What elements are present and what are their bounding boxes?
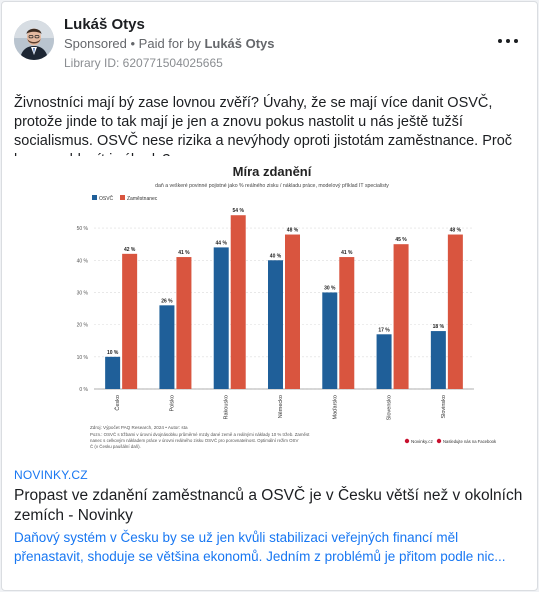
x-tick-label: Rakousko xyxy=(224,395,230,419)
legend-swatch-employee xyxy=(120,195,125,200)
link-description-line-1: Daňový systém v Česku by se už jen kvůli… xyxy=(14,530,459,545)
x-tick-label: Polsko xyxy=(169,395,175,412)
paid-for-prefix: Paid for by xyxy=(138,36,205,51)
chart-title: Míra zdanění xyxy=(233,164,312,179)
bar-value-label: 30 % xyxy=(324,285,336,291)
y-tick-label: 30 % xyxy=(77,290,89,296)
x-tick-label: Maďarsko xyxy=(332,395,338,419)
legend-label-employee: Zaměstnanec xyxy=(127,196,158,202)
chart-source: Zdroj: Výpočet PAQ Research, 2024 • Auto… xyxy=(90,425,188,430)
bar-value-label: 44 % xyxy=(216,240,228,246)
bar-value-label: 18 % xyxy=(433,324,445,330)
paid-for-name[interactable]: Lukáš Otys xyxy=(204,36,275,51)
bar-value-label: 17 % xyxy=(378,327,390,333)
bar-value-label: 41 % xyxy=(178,250,190,256)
bar-value-label: 48 % xyxy=(450,228,462,234)
post-image[interactable]: Míra zdanění daň a veškeré povinné pojist… xyxy=(14,156,528,463)
bar-employee xyxy=(285,234,300,389)
x-tick-label: Česko xyxy=(114,395,121,411)
bar-osvc xyxy=(213,247,229,389)
y-tick-label: 40 % xyxy=(77,258,89,264)
bar-value-label: 42 % xyxy=(124,247,136,253)
bar-value-label: 10 % xyxy=(107,350,119,356)
more-dot xyxy=(506,39,510,43)
link-preview[interactable]: NOVINKY.CZ Propast ve zdanění zaměstnanc… xyxy=(14,468,528,566)
bar-osvc xyxy=(268,260,283,389)
bar-employee xyxy=(230,215,246,389)
y-tick-label: 20 % xyxy=(77,323,89,329)
bar-value-label: 41 % xyxy=(341,250,353,256)
bar-employee xyxy=(339,257,355,389)
bar-osvc xyxy=(322,292,338,389)
legend-label-osvc: OSVČ xyxy=(99,195,114,202)
bar-employee xyxy=(447,234,463,389)
chart-footer-brand: Novinky.cz xyxy=(411,439,434,444)
author-name[interactable]: Lukáš Otys xyxy=(64,16,145,33)
chart-note-line: Pozn.: OSVČ s tržbami v úrovni dvojnásob… xyxy=(90,432,310,437)
chart-footer-extra: Nasledujte nás na Facebook xyxy=(443,439,497,444)
bar-employee xyxy=(393,244,409,389)
y-tick-label: 0 % xyxy=(79,387,88,393)
library-id: Library ID: 620771504025665 xyxy=(64,56,223,70)
link-description: Daňový systém v Česku by se už jen kvůli… xyxy=(14,528,528,566)
separator-dot: • xyxy=(126,36,139,51)
link-domain: NOVINKY.CZ xyxy=(14,468,88,482)
more-options-button[interactable] xyxy=(494,30,522,50)
chart-note-line: nanec s celkovým nákladem práce v úrovni… xyxy=(90,438,298,443)
chart-subtitle: daň a veškeré povinné pojistné jako % re… xyxy=(155,183,389,189)
avatar[interactable] xyxy=(14,20,54,60)
avatar-photo xyxy=(14,20,54,60)
bar-employee xyxy=(176,257,192,389)
link-description-line-2: přenastavit, shoduje se většina ekonomů.… xyxy=(14,549,506,564)
more-dot xyxy=(514,39,518,43)
bar-value-label: 48 % xyxy=(287,228,299,234)
bar-osvc xyxy=(159,305,175,389)
tax-rate-chart: Míra zdanění daň a veškeré povinné pojist… xyxy=(14,156,528,463)
bar-employee xyxy=(122,253,138,389)
bar-osvc xyxy=(430,331,446,389)
y-tick-label: 10 % xyxy=(77,355,89,361)
brand-dot-icon xyxy=(404,438,410,444)
chart-note-line: Č (v Česku paušální daň). xyxy=(90,444,141,449)
bar-value-label: 40 % xyxy=(270,253,282,259)
x-tick-label: Německo xyxy=(278,395,284,418)
post-text: Živnostníci mají bý zase lovnou zvěří? Ú… xyxy=(14,95,513,168)
bar-osvc xyxy=(376,334,392,389)
bar-value-label: 45 % xyxy=(395,237,407,243)
x-tick-label: Slovensko xyxy=(387,395,393,420)
more-horizontal-icon xyxy=(498,39,502,43)
bar-value-label: 54 % xyxy=(233,208,245,214)
bar-osvc xyxy=(105,356,121,389)
sponsored-label: Sponsored xyxy=(64,36,127,51)
bar-value-label: 26 % xyxy=(161,298,173,304)
facebook-dot-icon xyxy=(436,438,442,444)
sponsored-line: Sponsored • Paid for by Lukáš Otys xyxy=(64,36,275,51)
link-headline[interactable]: Propast ve zdanění zaměstnanců a OSVČ je… xyxy=(14,487,523,524)
legend-swatch-osvc xyxy=(92,195,97,200)
y-tick-label: 50 % xyxy=(77,226,89,232)
x-tick-label: Slovinsko xyxy=(441,395,447,419)
